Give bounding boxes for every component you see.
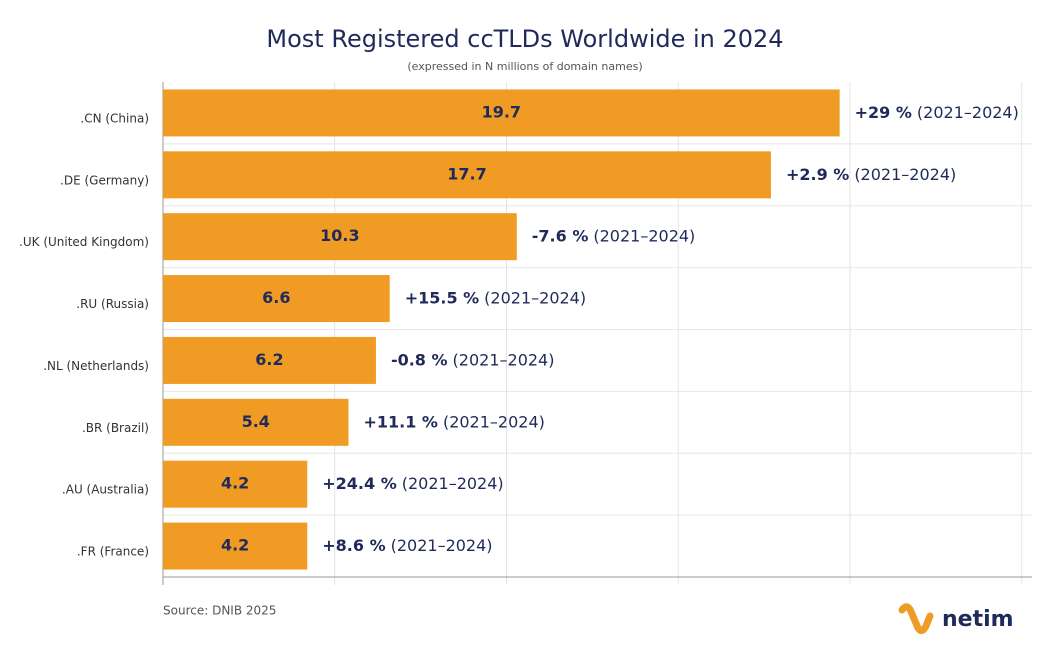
change-period: (2021–2024)	[453, 350, 555, 369]
change-label: +24.4 % (2021–2024)	[322, 474, 503, 493]
change-label: +2.9 % (2021–2024)	[786, 164, 956, 183]
y-tick-label: .NL (Netherlands)	[43, 359, 149, 373]
change-period: (2021–2024)	[402, 474, 504, 493]
change-period: (2021–2024)	[917, 102, 1019, 121]
y-tick-label: .UK (United Kingdom)	[19, 235, 149, 249]
change-value: +29 %	[855, 102, 912, 121]
value-label: 5.4	[242, 412, 270, 431]
y-tick-label: .AU (Australia)	[62, 483, 149, 497]
change-period: (2021–2024)	[391, 536, 493, 555]
value-label: 6.6	[262, 288, 290, 307]
bar	[163, 460, 308, 508]
y-tick-label: .DE (Germany)	[60, 173, 149, 187]
change-label: +8.6 % (2021–2024)	[322, 536, 492, 555]
chart-title: Most Registered ccTLDs Worldwide in 2024	[266, 25, 783, 53]
change-period: (2021–2024)	[484, 288, 586, 307]
bar	[163, 213, 517, 261]
change-period: (2021–2024)	[443, 412, 545, 431]
value-label: 6.2	[255, 350, 283, 369]
change-value: +11.1 %	[363, 412, 437, 431]
logo-text: netim	[942, 607, 1014, 632]
change-value: +15.5 %	[405, 288, 479, 307]
change-label: -7.6 % (2021–2024)	[532, 226, 696, 245]
change-period: (2021–2024)	[854, 164, 956, 183]
change-value: -0.8 %	[391, 350, 448, 369]
change-value: +2.9 %	[786, 164, 849, 183]
change-value: +24.4 %	[322, 474, 396, 493]
y-tick-label: .FR (France)	[77, 545, 149, 559]
change-label: +11.1 % (2021–2024)	[363, 412, 544, 431]
chart-subtitle: (expressed in N millions of domain names…	[407, 60, 642, 73]
bar	[163, 89, 840, 137]
source-note: Source: DNIB 2025	[163, 604, 276, 618]
logo-icon	[898, 603, 934, 635]
bar	[163, 398, 349, 446]
bar	[163, 522, 308, 570]
logo: netim	[898, 603, 1014, 635]
value-label: 17.7	[447, 164, 486, 183]
change-period: (2021–2024)	[593, 226, 695, 245]
change-label: +15.5 % (2021–2024)	[405, 288, 586, 307]
change-label: +29 % (2021–2024)	[855, 102, 1019, 121]
y-tick-label: .BR (Brazil)	[82, 421, 149, 435]
bar	[163, 336, 376, 384]
change-value: +8.6 %	[322, 536, 385, 555]
value-label: 10.3	[320, 226, 359, 245]
change-label: -0.8 % (2021–2024)	[391, 350, 555, 369]
value-label: 4.2	[221, 536, 249, 555]
y-tick-label: .CN (China)	[80, 111, 149, 125]
value-label: 4.2	[221, 474, 249, 493]
bar	[163, 275, 390, 323]
y-tick-label: .RU (Russia)	[76, 297, 149, 311]
bar	[163, 151, 771, 199]
change-value: -7.6 %	[532, 226, 589, 245]
value-label: 19.7	[482, 102, 521, 121]
